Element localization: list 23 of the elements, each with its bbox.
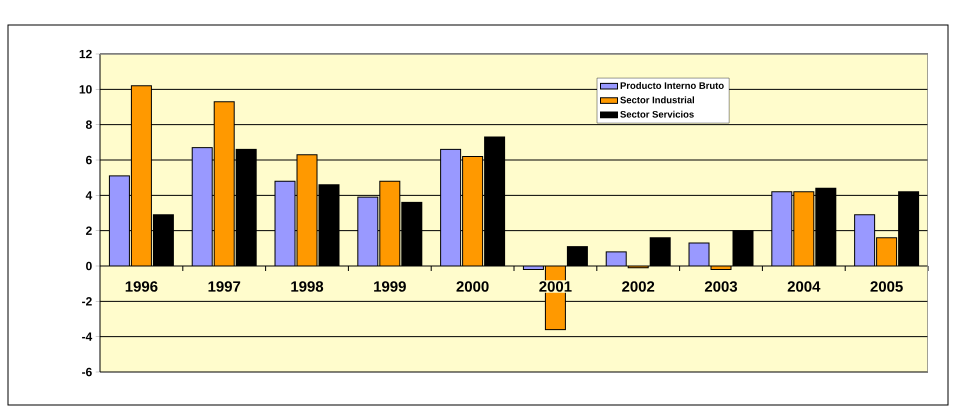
x-tick-label: 1996: [126, 281, 158, 292]
y-tick-label: -4: [82, 332, 92, 341]
y-tick-label: 10: [80, 85, 92, 94]
y-tick-label: -2: [82, 297, 92, 306]
x-tick-label: 2000: [456, 281, 489, 292]
y-tick-label: 8: [86, 120, 92, 129]
y-tick-label: 6: [86, 156, 92, 164]
legend-label: Sector Servicios: [620, 110, 694, 118]
legend-label: Sector Industrial: [620, 96, 694, 104]
x-tick-label: 2003: [704, 281, 738, 292]
x-tick-label: 2005: [870, 281, 903, 292]
legend-label: Producto Interno Bruto: [620, 82, 724, 89]
x-tick-label: 1997: [208, 281, 240, 292]
x-tick-label: 1998: [291, 281, 324, 292]
x-tick-label: 2001: [539, 281, 572, 292]
y-tick-label: -6: [82, 368, 92, 376]
y-tick-label: 12: [80, 50, 92, 58]
y-tick-label: 0: [86, 262, 92, 270]
y-tick-label: 2: [86, 226, 92, 235]
x-tick-label: 2002: [622, 281, 654, 292]
x-tick-label: 2004: [788, 281, 820, 292]
y-tick-label: 4: [86, 191, 92, 200]
x-tick-label: 1999: [374, 281, 406, 292]
